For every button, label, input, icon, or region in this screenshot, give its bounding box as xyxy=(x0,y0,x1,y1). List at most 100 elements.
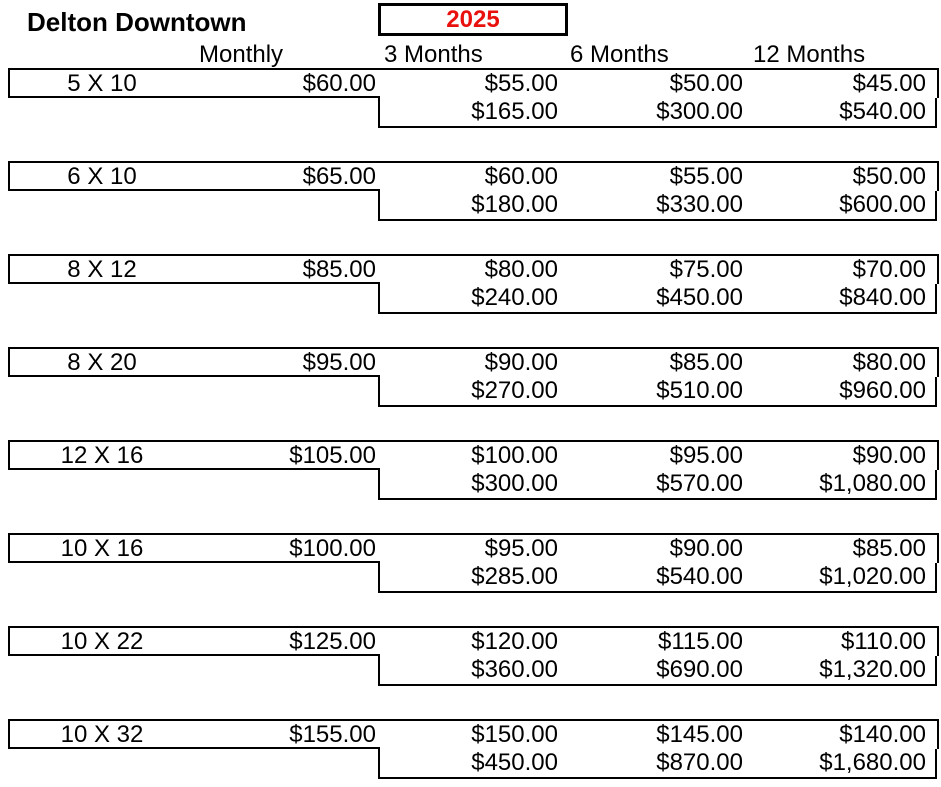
rate-3mo: $60.00 xyxy=(484,163,558,190)
total-3mo: $285.00 xyxy=(471,563,558,590)
rate-row: 12 X 16 $105.00 $100.00 $95.00 $90.00 xyxy=(8,440,939,470)
total-12mo: $1,020.00 xyxy=(819,563,926,590)
monthly-rate: $105.00 xyxy=(289,442,376,469)
row-divider xyxy=(8,96,380,98)
price-block-10x16: 10 X 16 $100.00 $95.00 $90.00 $85.00 $28… xyxy=(8,533,939,593)
total-3mo: $240.00 xyxy=(471,284,558,311)
row-divider xyxy=(8,189,380,191)
column-header-monthly: Monthly xyxy=(199,41,284,68)
rate-12mo: $50.00 xyxy=(852,163,926,190)
unit-size: 10 X 32 xyxy=(60,721,144,748)
column-header-6-months: 6 Months xyxy=(570,41,669,68)
total-row: $180.00 $330.00 $600.00 xyxy=(378,191,937,221)
unit-size: 10 X 16 xyxy=(60,535,144,562)
year-value: 2025 xyxy=(446,5,500,33)
rate-row: 10 X 32 $155.00 $150.00 $145.00 $140.00 xyxy=(8,719,939,749)
total-row: $360.00 $690.00 $1,320.00 xyxy=(378,656,937,686)
rate-6mo: $75.00 xyxy=(669,256,743,283)
total-6mo: $570.00 xyxy=(656,470,743,497)
rate-row: 10 X 16 $100.00 $95.00 $90.00 $85.00 xyxy=(8,533,939,563)
total-row: $165.00 $300.00 $540.00 xyxy=(378,98,937,128)
rate-12mo: $140.00 xyxy=(839,721,926,748)
rate-3mo: $120.00 xyxy=(471,628,558,655)
total-3mo: $180.00 xyxy=(471,191,558,218)
row-divider xyxy=(8,375,380,377)
year-box: 2025 xyxy=(378,3,568,36)
price-block-6x10: 6 X 10 $65.00 $60.00 $55.00 $50.00 $180.… xyxy=(8,161,939,221)
price-block-5x10: 5 X 10 $60.00 $55.00 $50.00 $45.00 $165.… xyxy=(8,68,939,128)
row-divider xyxy=(8,747,380,749)
rate-6mo: $115.00 xyxy=(658,628,743,655)
rate-6mo: $55.00 xyxy=(669,163,743,190)
total-12mo: $1,320.00 xyxy=(819,656,926,683)
total-6mo: $510.00 xyxy=(656,377,743,404)
unit-size: 8 X 20 xyxy=(67,349,137,376)
unit-size: 8 X 12 xyxy=(67,256,137,283)
total-6mo: $690.00 xyxy=(656,656,743,683)
rate-row: 8 X 12 $85.00 $80.00 $75.00 $70.00 xyxy=(8,254,939,284)
unit-size: 12 X 16 xyxy=(60,442,144,469)
total-12mo: $540.00 xyxy=(839,98,926,125)
rate-3mo: $100.00 xyxy=(471,442,558,469)
total-12mo: $1,080.00 xyxy=(819,470,926,497)
rate-3mo: $150.00 xyxy=(471,721,558,748)
total-3mo: $270.00 xyxy=(471,377,558,404)
page-title: Delton Downtown xyxy=(27,7,247,37)
rate-row: 10 X 22 $125.00 $120.00 $115.00 $110.00 xyxy=(8,626,939,656)
rate-3mo: $90.00 xyxy=(484,349,558,376)
unit-size: 6 X 10 xyxy=(67,163,137,190)
total-6mo: $870.00 xyxy=(656,749,743,776)
monthly-rate: $60.00 xyxy=(302,70,376,97)
rate-12mo: $90.00 xyxy=(852,442,926,469)
row-divider xyxy=(8,468,380,470)
rate-12mo: $80.00 xyxy=(852,349,926,376)
total-row: $300.00 $570.00 $1,080.00 xyxy=(378,470,937,500)
rate-6mo: $50.00 xyxy=(669,70,743,97)
total-row: $450.00 $870.00 $1,680.00 xyxy=(378,749,937,779)
monthly-rate: $65.00 xyxy=(302,163,376,190)
total-row: $240.00 $450.00 $840.00 xyxy=(378,284,937,314)
total-12mo: $840.00 xyxy=(839,284,926,311)
price-block-8x12: 8 X 12 $85.00 $80.00 $75.00 $70.00 $240.… xyxy=(8,254,939,314)
rate-3mo: $55.00 xyxy=(484,70,558,97)
total-row: $270.00 $510.00 $960.00 xyxy=(378,377,937,407)
rate-12mo: $70.00 xyxy=(852,256,926,283)
total-3mo: $165.00 xyxy=(471,98,558,125)
rate-12mo: $110.00 xyxy=(841,628,926,655)
row-divider xyxy=(8,654,380,656)
rate-6mo: $90.00 xyxy=(669,535,743,562)
price-block-10x32: 10 X 32 $155.00 $150.00 $145.00 $140.00 … xyxy=(8,719,939,779)
row-divider xyxy=(8,282,380,284)
rate-row: 8 X 20 $95.00 $90.00 $85.00 $80.00 xyxy=(8,347,939,377)
monthly-rate: $95.00 xyxy=(302,349,376,376)
rate-12mo: $85.00 xyxy=(852,535,926,562)
row-divider xyxy=(8,561,380,563)
rate-3mo: $80.00 xyxy=(484,256,558,283)
total-12mo: $960.00 xyxy=(839,377,926,404)
total-3mo: $360.00 xyxy=(471,656,558,683)
monthly-rate: $155.00 xyxy=(289,721,376,748)
total-6mo: $300.00 xyxy=(656,98,743,125)
rate-3mo: $95.00 xyxy=(484,535,558,562)
price-block-8x20: 8 X 20 $95.00 $90.00 $85.00 $80.00 $270.… xyxy=(8,347,939,407)
rate-row: 6 X 10 $65.00 $60.00 $55.00 $50.00 xyxy=(8,161,939,191)
rate-6mo: $95.00 xyxy=(669,442,743,469)
total-6mo: $450.00 xyxy=(656,284,743,311)
price-block-12x16: 12 X 16 $105.00 $100.00 $95.00 $90.00 $3… xyxy=(8,440,939,500)
total-6mo: $330.00 xyxy=(656,191,743,218)
rate-6mo: $85.00 xyxy=(669,349,743,376)
total-12mo: $600.00 xyxy=(839,191,926,218)
total-3mo: $450.00 xyxy=(471,749,558,776)
price-block-10x22: 10 X 22 $125.00 $120.00 $115.00 $110.00 … xyxy=(8,626,939,686)
monthly-rate: $100.00 xyxy=(289,535,376,562)
column-header-3-months: 3 Months xyxy=(384,41,483,68)
column-header-12-months: 12 Months xyxy=(753,41,866,68)
total-3mo: $300.00 xyxy=(471,470,558,497)
monthly-rate: $125.00 xyxy=(289,628,376,655)
total-6mo: $540.00 xyxy=(656,563,743,590)
unit-size: 5 X 10 xyxy=(67,70,137,97)
total-row: $285.00 $540.00 $1,020.00 xyxy=(378,563,937,593)
monthly-rate: $85.00 xyxy=(302,256,376,283)
rate-12mo: $45.00 xyxy=(852,70,926,97)
